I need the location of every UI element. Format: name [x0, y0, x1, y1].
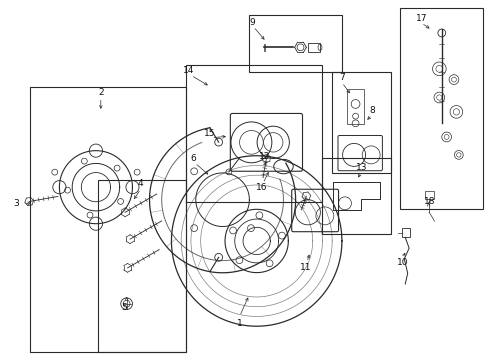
Text: 11: 11: [299, 264, 310, 273]
Text: 15: 15: [203, 129, 215, 138]
Bar: [185, 65, 322, 202]
Text: 13: 13: [355, 163, 366, 172]
Text: 3: 3: [14, 199, 20, 208]
Bar: [307, 43, 319, 52]
Text: 8: 8: [368, 105, 374, 114]
Text: 12: 12: [259, 152, 270, 161]
Bar: [424, 191, 433, 199]
Text: 18: 18: [423, 197, 434, 206]
Text: 7: 7: [338, 73, 344, 82]
Text: 1: 1: [236, 319, 242, 328]
Bar: [322, 158, 390, 234]
Text: 5: 5: [121, 303, 127, 312]
Bar: [400, 8, 482, 209]
Bar: [346, 89, 364, 125]
Text: 17: 17: [415, 14, 426, 23]
Text: 4: 4: [138, 179, 143, 188]
Text: 14: 14: [183, 66, 194, 75]
Text: 6: 6: [190, 154, 196, 163]
Text: 16: 16: [255, 183, 267, 192]
Bar: [264, 44, 265, 51]
Bar: [402, 228, 409, 237]
Text: 10: 10: [396, 258, 408, 267]
Bar: [30, 87, 185, 352]
Bar: [249, 15, 341, 72]
Bar: [331, 72, 390, 173]
Text: 9: 9: [248, 18, 254, 27]
Bar: [98, 180, 185, 352]
Text: 2: 2: [98, 87, 103, 96]
